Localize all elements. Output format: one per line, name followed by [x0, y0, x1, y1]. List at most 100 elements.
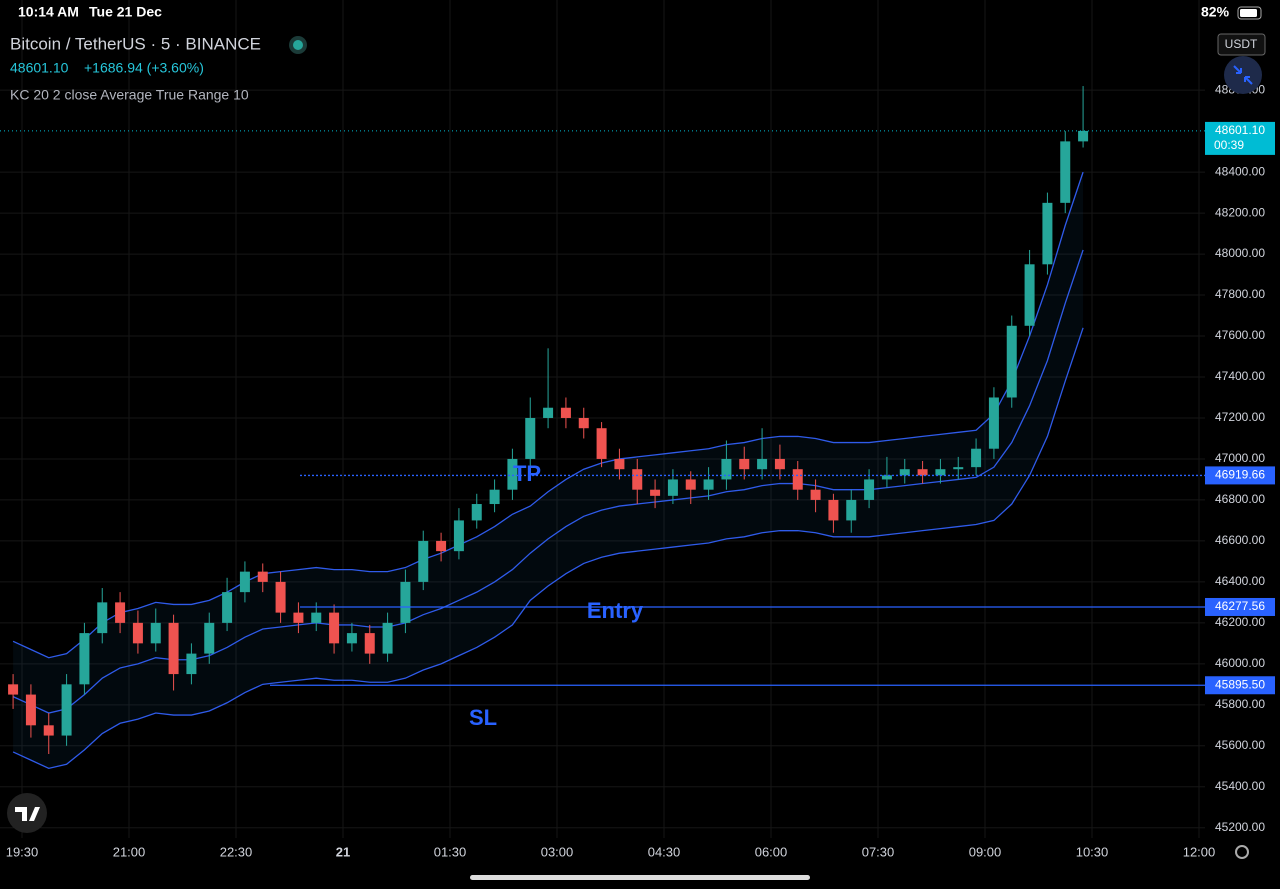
level-name: TP: [513, 461, 541, 486]
battery-level: 82%: [1201, 4, 1230, 20]
candle-body: [168, 622, 179, 675]
candle-body: [578, 417, 589, 429]
y-tick-label: 46400.00: [1215, 574, 1265, 588]
candle-body: [721, 458, 732, 480]
y-tick-label: 46800.00: [1215, 492, 1265, 506]
candle-body: [899, 469, 910, 476]
x-tick-label: 10:30: [1076, 844, 1109, 859]
candle-body: [275, 581, 286, 613]
candle-body: [757, 458, 768, 470]
candle-body: [917, 469, 928, 476]
level-price-tag: [1205, 597, 1275, 616]
candle-body: [1024, 264, 1035, 326]
y-tick-label: 46600.00: [1215, 533, 1265, 547]
candle-body: [489, 489, 500, 505]
candle-body: [436, 540, 447, 552]
y-tick-label: 47800.00: [1215, 287, 1265, 301]
indicator-legend[interactable]: KC 20 2 close Average True Range 10: [10, 87, 249, 103]
y-tick-label: 47000.00: [1215, 451, 1265, 465]
candle-body: [650, 489, 661, 496]
x-tick-label: 12:00: [1183, 844, 1216, 859]
y-tick-label: 47400.00: [1215, 369, 1265, 383]
candle-body: [186, 653, 197, 675]
candle-body: [311, 612, 322, 623]
candle-body: [97, 602, 108, 634]
x-tick-label: 07:30: [862, 844, 895, 859]
y-tick-label: 46200.00: [1215, 615, 1265, 629]
settings-button[interactable]: [1235, 845, 1249, 859]
y-tick-label: 46000.00: [1215, 656, 1265, 670]
y-tick-label: 47200.00: [1215, 410, 1265, 424]
y-tick-label: 45400.00: [1215, 779, 1265, 793]
candle-body: [204, 622, 215, 654]
candle-body: [792, 469, 803, 490]
candle-body: [222, 592, 233, 623]
candle-body: [667, 479, 678, 496]
candle-body: [560, 407, 571, 418]
candle-body: [257, 571, 268, 582]
x-tick-label: 06:00: [755, 844, 788, 859]
candle-body: [471, 504, 482, 521]
candle-body: [1006, 325, 1017, 398]
candle-body: [132, 622, 143, 644]
candle-body: [525, 417, 536, 459]
symbol[interactable]: Bitcoin / TetherUS · 5 · BINANCE: [10, 34, 261, 53]
candle-body: [400, 581, 411, 623]
candle-body: [1060, 141, 1071, 203]
grid: [0, 0, 1205, 838]
candle-body: [239, 571, 250, 593]
candle-body: [988, 397, 999, 449]
status-time: 10:14 AM: [18, 4, 79, 20]
status-date: Tue 21 Dec: [89, 4, 162, 20]
candle-body: [543, 407, 554, 418]
x-tick-label: 21:00: [113, 844, 146, 859]
last-price: 48601.10: [1215, 123, 1265, 137]
candle-body: [382, 622, 393, 654]
channel-line: [12, 171, 1084, 659]
candle-body: [614, 458, 625, 470]
candle-body: [953, 467, 964, 470]
candle-body: [685, 479, 696, 490]
level-price: 46919.66: [1215, 468, 1265, 482]
currency-button[interactable]: [1217, 33, 1266, 56]
collapse-icon: [1233, 65, 1253, 85]
price-change: +1686.94 (+3.60%): [84, 60, 204, 76]
plot: [8, 86, 1089, 770]
battery-fill: [1240, 9, 1257, 17]
candle-body: [739, 458, 750, 470]
collapse-button[interactable]: [1224, 56, 1262, 94]
countdown: 00:39: [1214, 138, 1244, 152]
candle-body: [703, 479, 714, 490]
candle-body: [774, 458, 785, 470]
candle-body: [507, 458, 518, 490]
candle-body: [935, 469, 946, 476]
x-tick-label: 03:00: [541, 844, 574, 859]
x-tick-label: 04:30: [648, 844, 681, 859]
currency-label[interactable]: USDT: [1225, 37, 1258, 51]
x-tick-label: 01:30: [434, 844, 467, 859]
candle-body: [293, 612, 304, 623]
level-price-tag: [1205, 676, 1275, 695]
level-name: Entry: [587, 598, 644, 623]
candle-body: [453, 520, 464, 552]
candle-body: [632, 469, 643, 490]
market-status-dot: [293, 40, 303, 50]
last-price-tag: [1205, 121, 1275, 155]
y-tick-label: 45600.00: [1215, 738, 1265, 752]
candle-body: [596, 428, 607, 459]
candle-body: [881, 475, 892, 480]
candle-body: [1078, 130, 1089, 142]
x-tick-label: 19:30: [6, 844, 39, 859]
candle-body: [43, 725, 54, 736]
x-tick-label: 09:00: [969, 844, 1002, 859]
candle-body: [864, 479, 875, 500]
candle-body: [61, 684, 72, 736]
candle-body: [115, 602, 126, 623]
logo: [15, 807, 40, 821]
candle-body: [8, 684, 19, 695]
level-price: 46277.56: [1215, 599, 1265, 613]
candle-body: [1042, 202, 1053, 265]
y-tick-label: 48400.00: [1215, 164, 1265, 178]
